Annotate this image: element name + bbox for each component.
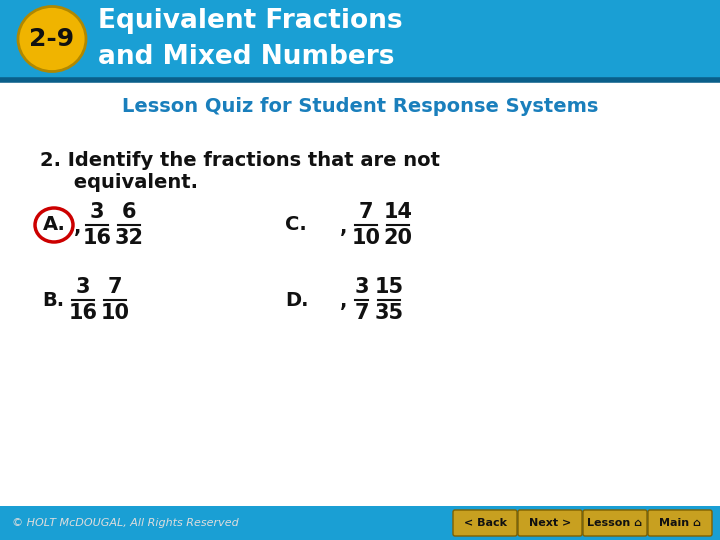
Text: Lesson ⌂: Lesson ⌂ <box>588 518 642 528</box>
Text: 3: 3 <box>90 202 104 222</box>
Text: 14: 14 <box>384 202 413 222</box>
Text: 16: 16 <box>68 303 97 323</box>
Text: ,: , <box>340 218 347 237</box>
Text: 20: 20 <box>384 228 413 248</box>
Text: 2-9: 2-9 <box>30 27 75 51</box>
Text: Main ⌂: Main ⌂ <box>659 518 701 528</box>
Text: 7: 7 <box>354 303 369 323</box>
Ellipse shape <box>18 6 86 71</box>
Text: 32: 32 <box>114 228 143 248</box>
Text: © HOLT McDOUGAL, All Rights Reserved: © HOLT McDOUGAL, All Rights Reserved <box>12 518 239 528</box>
Text: equivalent.: equivalent. <box>40 173 198 192</box>
Text: 10: 10 <box>351 228 380 248</box>
Text: 16: 16 <box>83 228 112 248</box>
FancyBboxPatch shape <box>648 510 712 536</box>
Text: 3: 3 <box>354 277 369 297</box>
Text: ,: , <box>340 293 347 312</box>
Text: < Back: < Back <box>464 518 506 528</box>
Text: C.: C. <box>285 215 307 234</box>
Text: 6: 6 <box>122 202 136 222</box>
FancyBboxPatch shape <box>518 510 582 536</box>
FancyBboxPatch shape <box>453 510 517 536</box>
Bar <box>0 0 720 78</box>
Text: D.: D. <box>285 291 308 309</box>
Text: Lesson Quiz for Student Response Systems: Lesson Quiz for Student Response Systems <box>122 97 598 116</box>
Text: B.: B. <box>42 291 64 309</box>
Text: Next >: Next > <box>529 518 571 528</box>
Bar <box>0 506 720 540</box>
Text: 15: 15 <box>374 277 404 297</box>
Text: Equivalent Fractions: Equivalent Fractions <box>98 8 402 34</box>
Text: 2. Identify the fractions that are not: 2. Identify the fractions that are not <box>40 152 440 171</box>
Text: 7: 7 <box>359 202 373 222</box>
Text: 7: 7 <box>108 277 122 297</box>
Text: 3: 3 <box>76 277 90 297</box>
Text: and Mixed Numbers: and Mixed Numbers <box>98 44 395 70</box>
Text: 35: 35 <box>374 303 404 323</box>
Text: ,: , <box>74 218 81 237</box>
FancyBboxPatch shape <box>583 510 647 536</box>
Text: A.: A. <box>42 215 66 234</box>
Text: 10: 10 <box>101 303 130 323</box>
